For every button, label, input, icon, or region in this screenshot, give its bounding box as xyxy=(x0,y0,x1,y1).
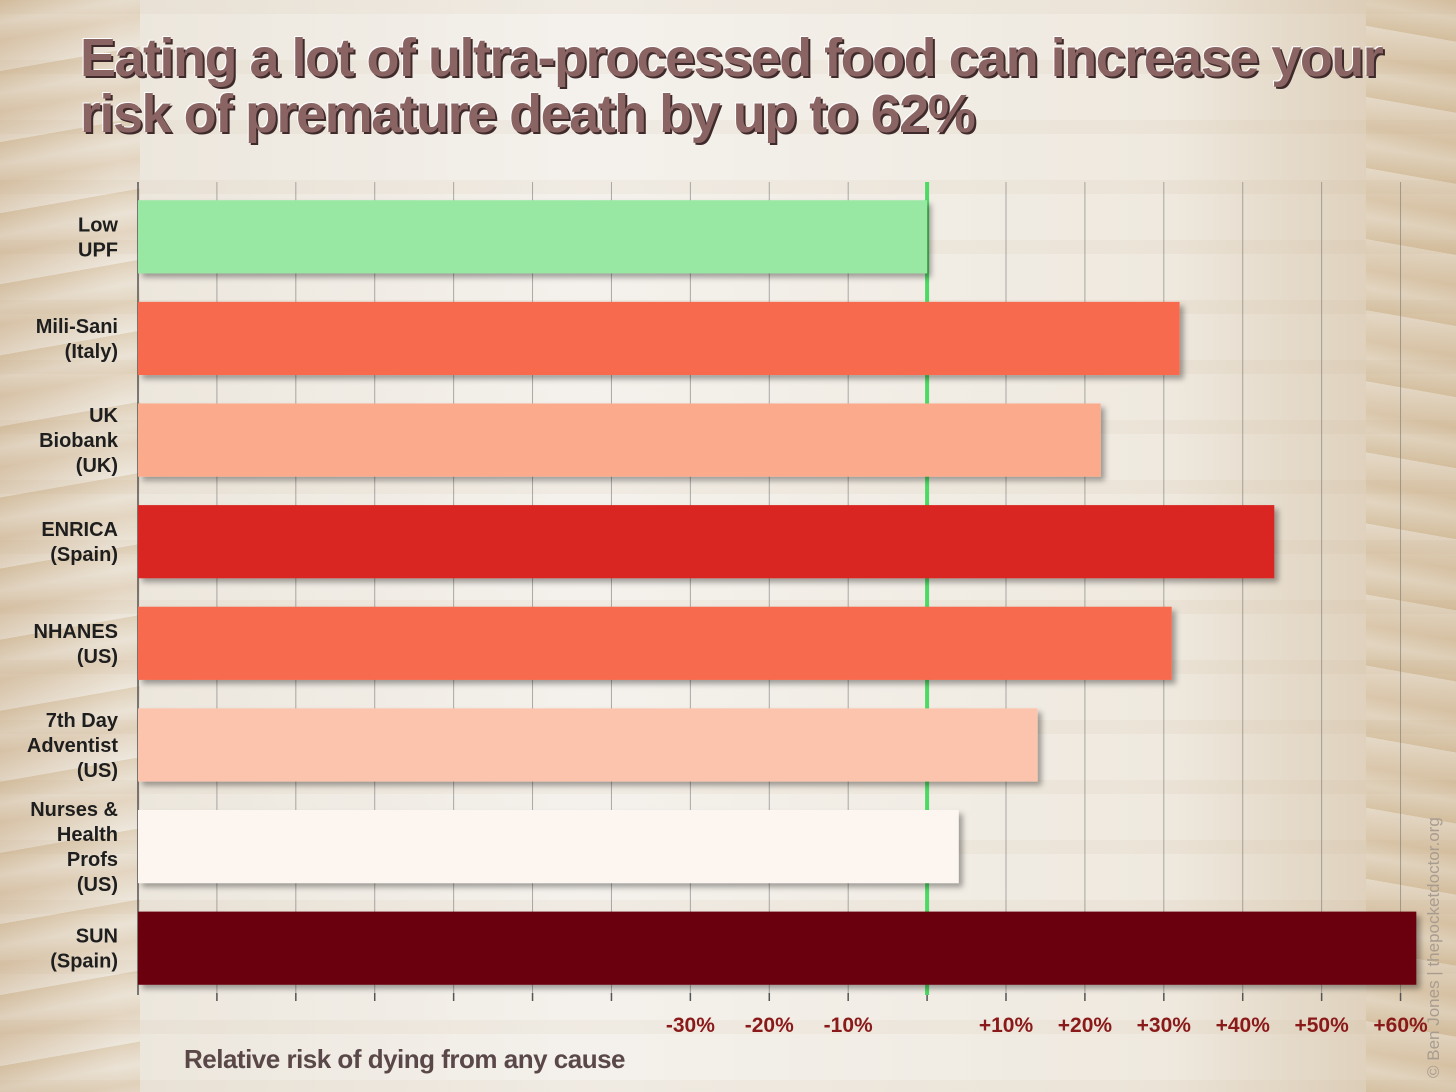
bar xyxy=(138,200,928,274)
x-tick-label: +40% xyxy=(1216,1014,1271,1037)
x-tick-label: +10% xyxy=(979,1014,1034,1037)
x-tick-label: +30% xyxy=(1137,1014,1192,1037)
category-label: NHANES (US) xyxy=(34,621,118,668)
category-label: Low UPF xyxy=(78,214,118,261)
background-shelves-right xyxy=(1366,0,1456,1092)
bar xyxy=(138,301,1180,376)
category-label: ENRICA (Spain) xyxy=(41,519,118,566)
background-shelves-left xyxy=(0,0,140,1092)
bar xyxy=(138,708,1038,782)
bar xyxy=(138,403,1101,477)
x-tick-label: -10% xyxy=(824,1014,873,1037)
bar xyxy=(138,505,1275,579)
x-tick-label: +50% xyxy=(1294,1014,1349,1037)
category-label: SUN (Spain) xyxy=(50,926,118,973)
x-tick-label: -30% xyxy=(666,1014,715,1037)
bar xyxy=(138,809,959,884)
x-tick-label: -20% xyxy=(745,1014,794,1037)
category-label: 7th Day Adventist (US) xyxy=(27,710,119,782)
bar xyxy=(138,911,1417,985)
x-tick-label: +20% xyxy=(1058,1014,1113,1037)
x-tick-label: +60% xyxy=(1373,1014,1428,1037)
category-label: UK Biobank (UK) xyxy=(39,405,119,477)
bar xyxy=(138,606,1172,680)
chart-title: Eating a lot of ultra-processed food can… xyxy=(80,28,1384,144)
category-label: Mili-Sani (Italy) xyxy=(36,316,118,363)
category-label: Nurses & Health Profs (US) xyxy=(30,799,118,896)
credit-text: © Ben Jones | thepocketdoctor.org xyxy=(1424,817,1443,1078)
x-axis-label: Relative risk of dying from any cause xyxy=(184,1044,626,1074)
